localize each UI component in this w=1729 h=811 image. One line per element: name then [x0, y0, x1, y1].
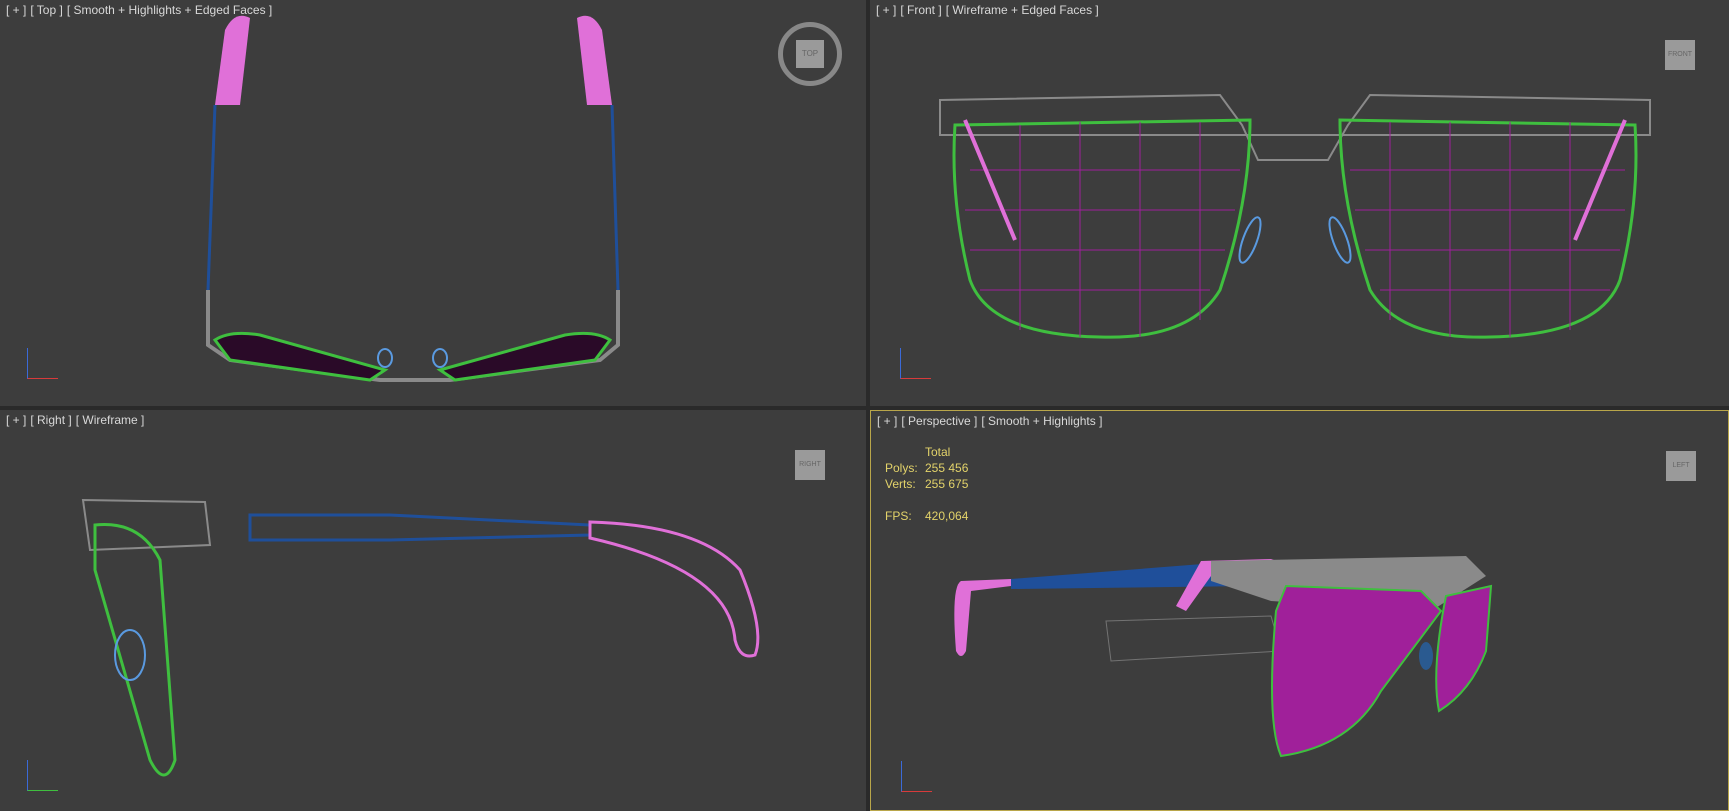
verts-label: Verts:: [885, 477, 916, 491]
view-name[interactable]: [ Right ]: [30, 413, 72, 427]
fps-value: 420,064: [925, 509, 969, 523]
viewport-menu[interactable]: [ + ]: [6, 413, 27, 427]
fps-label: FPS:: [885, 509, 912, 523]
perspective-model: [954, 556, 1493, 758]
viewport-front[interactable]: [ + ][ Front ][ Wireframe + Edged Faces …: [870, 0, 1729, 406]
shading-mode[interactable]: [ Smooth + Highlights ]: [981, 414, 1103, 428]
viewport-label[interactable]: [ + ][ Perspective ][ Smooth + Highlight…: [877, 414, 1106, 428]
axis-gizmo: [27, 348, 58, 379]
right-view-model: [81, 498, 760, 777]
viewcube-face[interactable]: TOP: [796, 40, 824, 68]
shading-mode[interactable]: [ Smooth + Highlights + Edged Faces ]: [66, 3, 273, 17]
viewport-menu[interactable]: [ + ]: [877, 414, 898, 428]
viewcube-top[interactable]: TOP: [778, 22, 842, 86]
stats-header: Total: [925, 445, 951, 459]
viewport-label[interactable]: [ + ][ Top ][ Smooth + Highlights + Edge…: [6, 3, 276, 17]
scene-statistics: Total Polys: 255 456 Verts: 255 675 FPS: 42…: [885, 444, 968, 524]
shading-mode[interactable]: [ Wireframe + Edged Faces ]: [945, 3, 1099, 17]
viewport-menu[interactable]: [ + ]: [876, 3, 897, 17]
view-name[interactable]: [ Top ]: [30, 3, 63, 17]
front-view-model: [939, 93, 1651, 339]
viewcube-perspective[interactable]: LEFT: [1666, 451, 1696, 481]
view-name[interactable]: [ Perspective ]: [901, 414, 978, 428]
top-view-model: [206, 15, 620, 382]
verts-value: 255 675: [925, 477, 969, 491]
viewcube-right[interactable]: RIGHT: [795, 450, 825, 480]
axis-gizmo: [27, 760, 58, 791]
polys-value: 255 456: [925, 461, 969, 475]
polys-label: Polys:: [885, 461, 918, 475]
viewcube-front[interactable]: FRONT: [1665, 40, 1695, 70]
shading-mode[interactable]: [ Wireframe ]: [75, 413, 145, 427]
viewport-right[interactable]: [ + ][ Right ][ Wireframe ] RIGHT: [0, 410, 866, 811]
viewport-menu[interactable]: [ + ]: [6, 3, 27, 17]
viewport-perspective[interactable]: [ + ][ Perspective ][ Smooth + Highlight…: [870, 410, 1729, 811]
view-name[interactable]: [ Front ]: [900, 3, 942, 17]
viewport-label[interactable]: [ + ][ Front ][ Wireframe + Edged Faces …: [876, 3, 1103, 17]
viewport-top[interactable]: [ + ][ Top ][ Smooth + Highlights + Edge…: [0, 0, 866, 406]
axis-gizmo: [901, 761, 932, 792]
viewport-label[interactable]: [ + ][ Right ][ Wireframe ]: [6, 413, 148, 427]
axis-gizmo: [900, 348, 931, 379]
